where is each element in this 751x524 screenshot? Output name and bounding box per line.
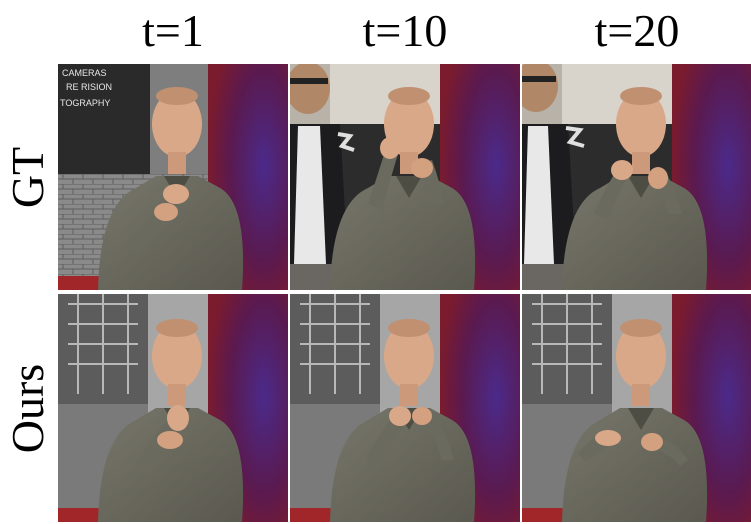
frame-ours-t1-image [58, 294, 288, 522]
storefront-sign-1: CAMERAS [62, 68, 107, 78]
frame-gt-t20 [522, 64, 751, 290]
row-label-gt-text: GT [2, 146, 54, 208]
frame-gt-t10 [290, 64, 520, 290]
frame-ours-t10 [290, 294, 520, 522]
signer-figure [330, 87, 476, 290]
signer-figure [562, 319, 708, 522]
frame-gt-t1-image: CAMERAS RE RISION TOGRAPHY [58, 64, 288, 290]
column-header-t20: t=20 [594, 5, 680, 56]
frame-ours-t1 [58, 294, 288, 522]
signer-figure [562, 87, 708, 290]
row-label-gt: GT [0, 64, 56, 290]
storefront-sign-2: RE RISION [66, 82, 112, 92]
frame-gt-t20-image [522, 64, 751, 290]
frame-gt-t1: CAMERAS RE RISION TOGRAPHY [58, 64, 288, 290]
signer-figure [98, 87, 244, 290]
frame-gt-t10-image [290, 64, 520, 290]
storefront-sign-3: TOGRAPHY [60, 98, 110, 108]
frame-ours-t20-image [522, 294, 751, 522]
background-man [290, 64, 348, 264]
background-man [522, 64, 576, 264]
column-header-t1: t=1 [142, 5, 204, 56]
column-header-t10: t=10 [362, 5, 448, 56]
row-label-ours-text: Ours [2, 363, 54, 453]
row-label-ours: Ours [0, 294, 56, 522]
frame-ours-t10-image [290, 294, 520, 522]
frame-ours-t20 [522, 294, 751, 522]
signer-figure [330, 319, 476, 522]
signer-figure [98, 319, 244, 522]
